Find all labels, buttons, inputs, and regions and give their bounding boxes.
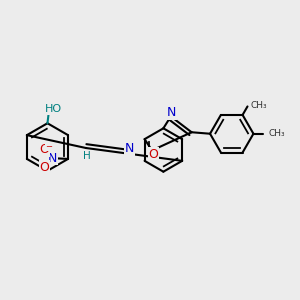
Text: CH₃: CH₃ xyxy=(250,101,267,110)
Text: O: O xyxy=(148,148,158,160)
Text: N: N xyxy=(167,106,176,119)
Text: HO: HO xyxy=(45,104,62,114)
Text: O: O xyxy=(39,143,49,156)
Text: H: H xyxy=(82,151,90,161)
Text: −: − xyxy=(45,142,52,151)
Text: N: N xyxy=(125,142,134,155)
Text: O: O xyxy=(39,161,49,174)
Text: N: N xyxy=(48,152,57,165)
Text: CH₃: CH₃ xyxy=(268,129,285,138)
